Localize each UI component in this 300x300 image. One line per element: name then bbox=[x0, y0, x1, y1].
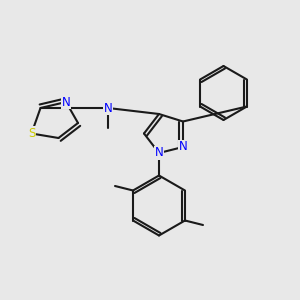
Text: N: N bbox=[178, 140, 188, 154]
Text: S: S bbox=[28, 127, 35, 140]
Text: N: N bbox=[61, 95, 70, 109]
Text: N: N bbox=[154, 146, 164, 160]
Text: N: N bbox=[103, 101, 112, 115]
